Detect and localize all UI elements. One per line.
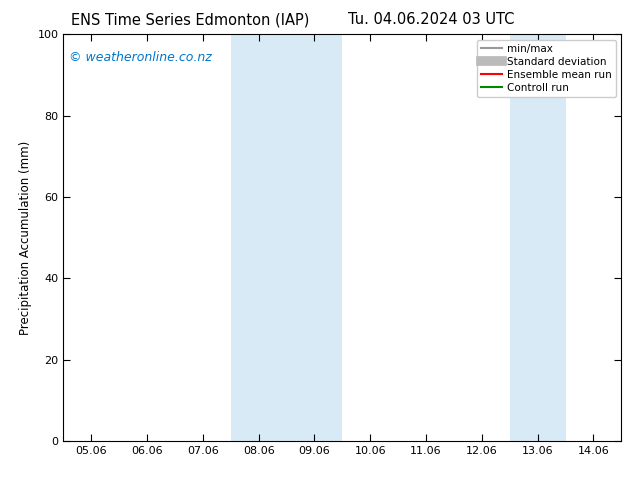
Text: Tu. 04.06.2024 03 UTC: Tu. 04.06.2024 03 UTC bbox=[348, 12, 514, 27]
Bar bbox=[231, 34, 342, 441]
Y-axis label: Precipitation Accumulation (mm): Precipitation Accumulation (mm) bbox=[19, 141, 32, 335]
Text: © weatheronline.co.nz: © weatheronline.co.nz bbox=[69, 50, 212, 64]
Text: ENS Time Series Edmonton (IAP): ENS Time Series Edmonton (IAP) bbox=[71, 12, 309, 27]
Legend: min/max, Standard deviation, Ensemble mean run, Controll run: min/max, Standard deviation, Ensemble me… bbox=[477, 40, 616, 97]
Bar bbox=[510, 34, 566, 441]
